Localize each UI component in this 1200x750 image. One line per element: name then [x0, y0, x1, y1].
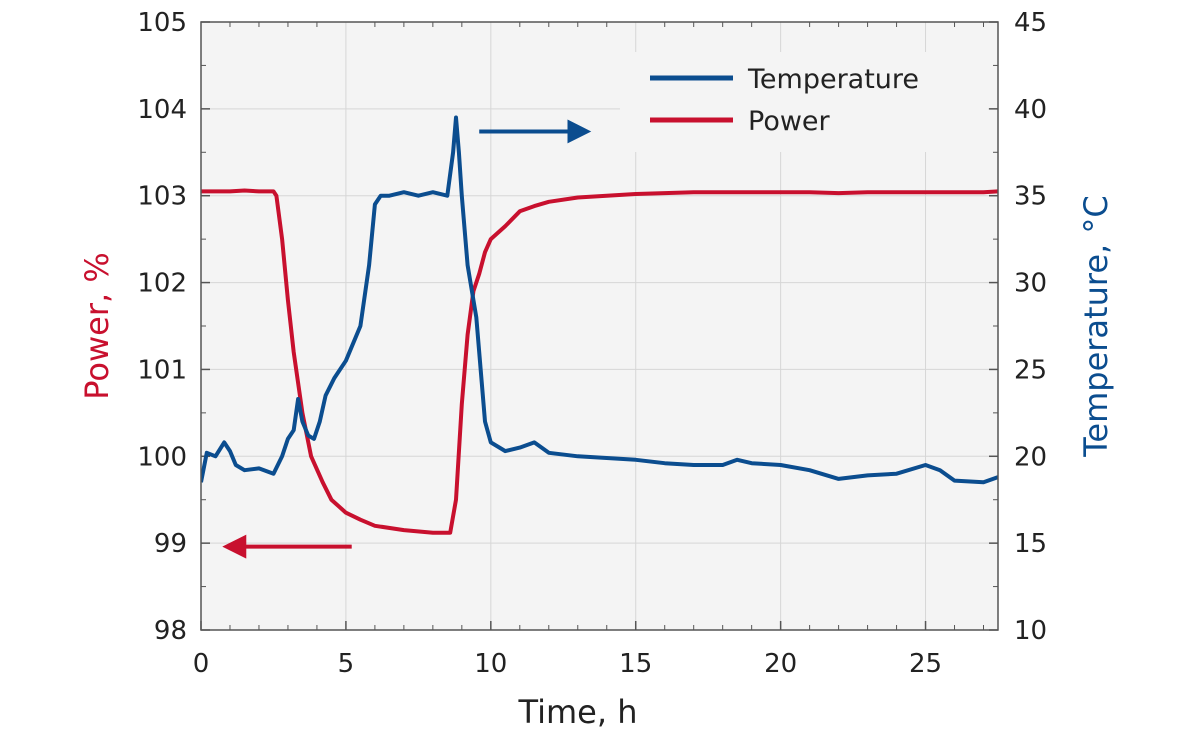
- y-right-tick-label: 35: [1014, 182, 1047, 212]
- legend-background: [620, 52, 988, 152]
- y-left-tick-label: 102: [137, 269, 187, 299]
- legend-label-temperature: Temperature: [747, 64, 919, 95]
- y-left-tick-label: 98: [154, 616, 187, 646]
- y-right-tick-label: 15: [1014, 529, 1047, 559]
- x-tick-label: 15: [619, 649, 652, 679]
- y-right-tick-label: 20: [1014, 442, 1047, 472]
- x-axis-title: Time, h: [518, 693, 638, 731]
- y-right-axis-title: Temperature, °C: [1077, 195, 1115, 457]
- y-left-tick-label: 101: [137, 355, 187, 385]
- y-left-tick-label: 103: [137, 182, 187, 212]
- y-left-tick-label: 100: [137, 442, 187, 472]
- y-right-tick-label: 45: [1014, 8, 1047, 38]
- y-left-axis-title: Power, %: [78, 252, 116, 400]
- legend: Temperature Power: [620, 52, 988, 152]
- x-tick-label: 5: [338, 649, 355, 679]
- y-right-tick-labels: 10 15 20 25 30 35 40 45: [1014, 8, 1047, 646]
- y-right-tick-label: 30: [1014, 269, 1047, 299]
- x-tick-labels: 0 5 10 15 20 25: [193, 649, 942, 679]
- y-right-tick-label: 10: [1014, 616, 1047, 646]
- y-right-tick-label: 25: [1014, 355, 1047, 385]
- plot-frame: [200, 21, 999, 631]
- y-left-tick-label: 105: [137, 8, 187, 38]
- legend-label-power: Power: [748, 106, 831, 137]
- y-left-tick-labels: 98 99 100 101 102 103 104 105: [137, 8, 187, 646]
- x-tick-label: 10: [474, 649, 507, 679]
- x-tick-label: 0: [193, 649, 210, 679]
- x-tick-label: 20: [764, 649, 797, 679]
- y-right-tick-label: 40: [1014, 95, 1047, 125]
- y-left-tick-label: 104: [137, 95, 187, 125]
- series-line-temperature: [201, 115, 998, 485]
- y-left-tick-label: 99: [154, 529, 187, 559]
- x-tick-label: 25: [909, 649, 942, 679]
